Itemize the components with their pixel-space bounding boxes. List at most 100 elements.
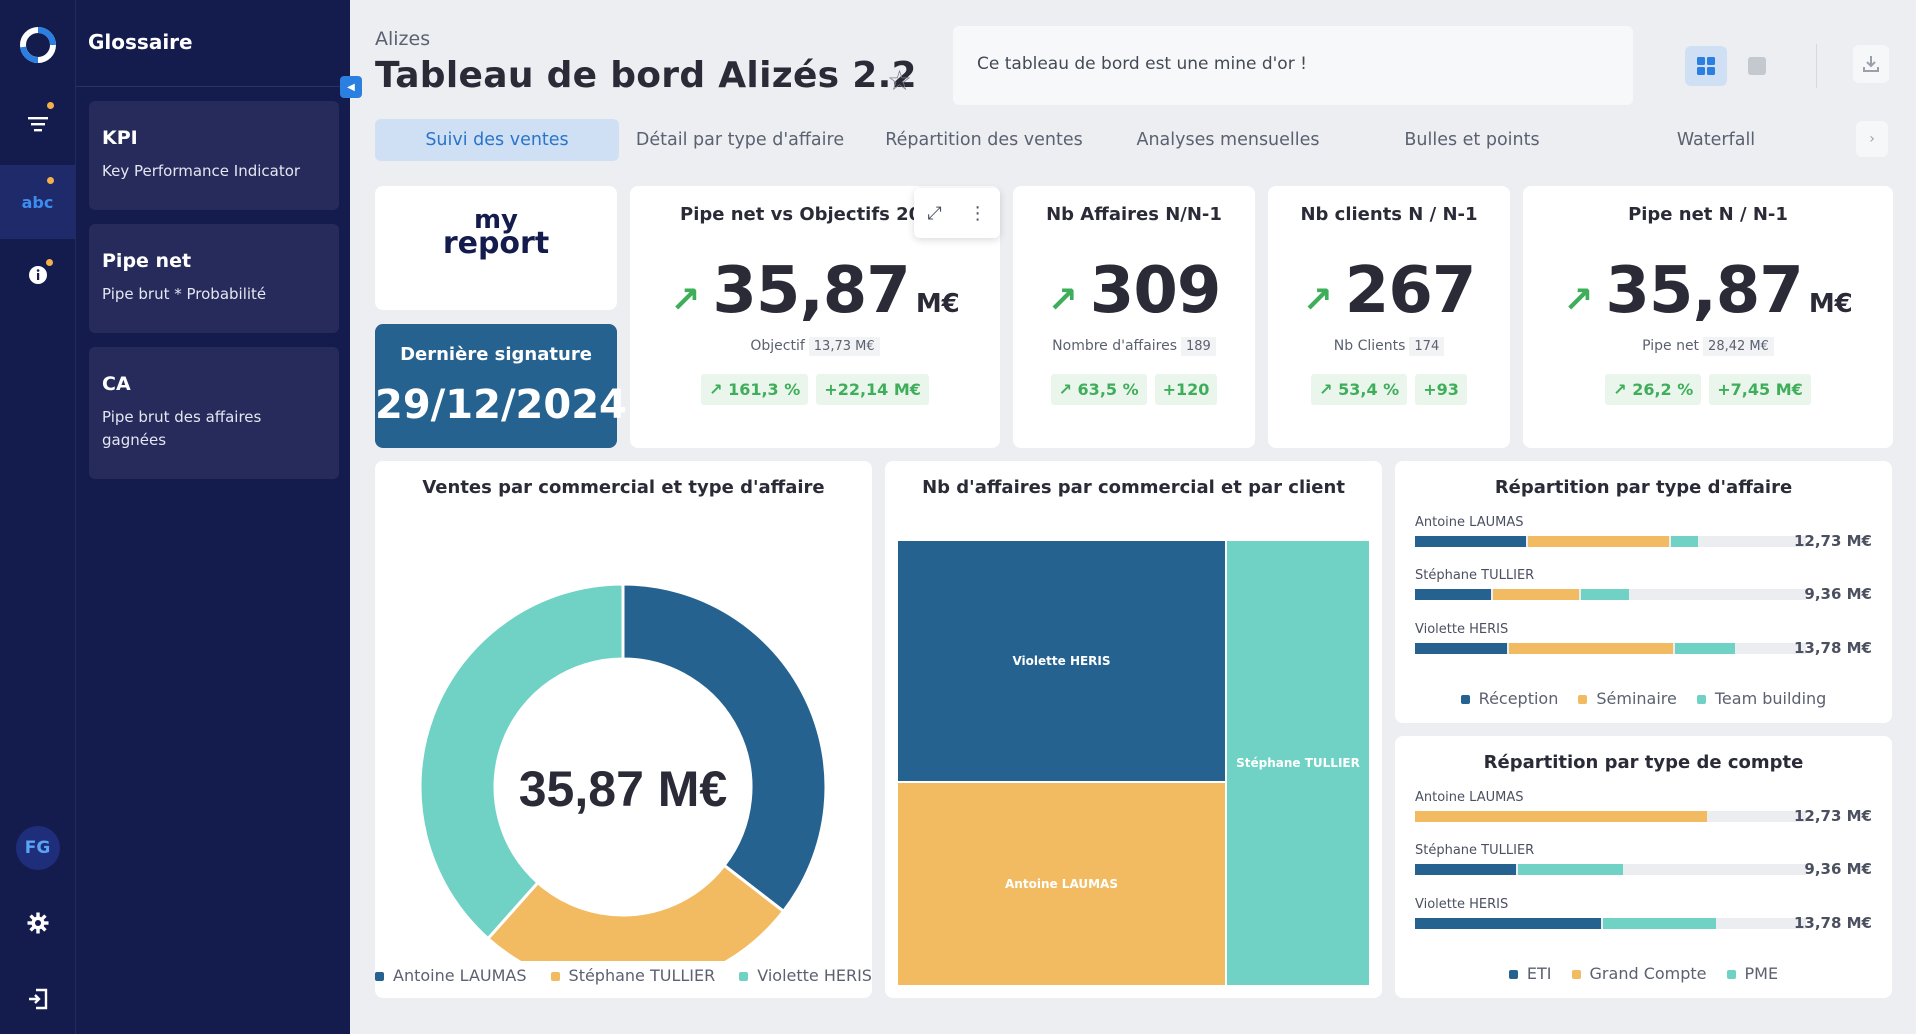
bar-segment[interactable] [1493, 589, 1579, 600]
glossary-item-desc: Pipe brut * Probabilité [102, 285, 267, 303]
star-icon[interactable]: ☆ [887, 64, 913, 97]
treemap-cell[interactable]: Stéphane TULLIER [1227, 541, 1369, 985]
legend-item: Grand Compte [1571, 964, 1707, 983]
glossary-item-ca[interactable]: CA Pipe brut des affaires gagnées [89, 347, 339, 479]
divider [76, 86, 351, 87]
tab-suivi-des-ventes[interactable]: Suivi des ventes [375, 119, 619, 161]
bar-track [1415, 536, 1806, 547]
square-icon [1748, 57, 1766, 75]
avatar[interactable]: FG [0, 826, 75, 870]
legend-item: Réception [1460, 689, 1558, 708]
kpi-pill-delta: +7,45 M€ [1709, 374, 1811, 405]
kpi-unit: M€ [915, 289, 960, 319]
glossary-abc-icon[interactable]: abc [0, 165, 75, 239]
info-icon[interactable] [0, 259, 75, 290]
bar-segment[interactable] [1415, 864, 1517, 875]
glossary-item-title: KPI [102, 127, 138, 149]
bar-segment[interactable] [1508, 643, 1673, 654]
bar-track [1415, 864, 1806, 875]
treemap-chart-card: Nb d'affaires par commercial et par clie… [885, 461, 1382, 998]
kpi-card-nb-affaires[interactable]: Nb Affaires N/N-1 ↗ 309 Nombre d'affaires… [1013, 186, 1255, 448]
kpi-card-nb-clients[interactable]: Nb clients N / N-1 ↗ 267 Nb Clients 174 ↗ … [1268, 186, 1510, 448]
chart-legend: Réception Séminaire Team building [1395, 689, 1892, 708]
tab-waterfall[interactable]: Waterfall [1676, 130, 1756, 150]
bar-track [1415, 589, 1806, 600]
glossary-item-desc: Key Performance Indicator [102, 162, 301, 180]
download-button[interactable] [1853, 45, 1889, 83]
treemap-cell[interactable]: Violette HERIS [898, 541, 1225, 781]
logout-icon[interactable] [0, 984, 75, 1014]
bar-row: Antoine LAUMAS 12,73 M€ [1395, 515, 1892, 565]
donut-slice[interactable] [485, 863, 786, 961]
tab-analyses-mensuelles[interactable]: Analyses mensuelles [1136, 130, 1320, 150]
bar-segment[interactable] [1602, 918, 1717, 929]
tab-bulles-et-points[interactable]: Bulles et points [1404, 130, 1540, 150]
grid-view-button[interactable] [1685, 46, 1727, 86]
myreport-logo: my report [442, 205, 550, 261]
tab-detail-type-affaire[interactable]: Détail par type d'affaire [635, 130, 845, 150]
donut-slice[interactable] [418, 582, 625, 941]
legend-item: Séminaire [1578, 689, 1677, 708]
treemap-cell[interactable]: Antoine LAUMAS [898, 783, 1225, 985]
bar-segment[interactable] [1415, 643, 1507, 654]
glossary-panel: Glossaire KPI Key Performance Indicator … [75, 0, 351, 1034]
chart-title: Ventes par commercial et type d'affaire [422, 477, 825, 498]
bar-label: Violette HERIS [1415, 897, 1509, 912]
kpi-title: Nb clients N / N-1 [1300, 204, 1478, 225]
legend-item: Team building [1696, 689, 1826, 708]
page-title: Tableau de bord Alizés 2.2 [375, 55, 917, 96]
chart-legend: ETI Grand Compte PME [1395, 964, 1892, 983]
bar-total: 12,73 M€ [1793, 532, 1872, 550]
breadcrumb[interactable]: Alizes [375, 28, 431, 50]
kpi-card-pipe-net[interactable]: Pipe net N / N-1 ↗ 35,87 M€ Pipe net 28,42 … [1523, 186, 1893, 448]
more-options-icon[interactable]: ⋮ [968, 202, 987, 224]
glossary-item-desc: Pipe brut des affaires gagnées [102, 408, 262, 449]
kpi-card-pipe-objectifs[interactable]: Pipe net vs Objectifs 2024 ↗ 35,87 M€ Obje… [630, 186, 1000, 448]
kpi-pill-percent: ↗ 161,3 % [701, 374, 809, 405]
legend-item: Violette HERIS [739, 966, 872, 985]
kpi-value: 35,87 [712, 254, 910, 328]
chart-title: Répartition par type de compte [1483, 752, 1804, 773]
kpi-title: Nb Affaires N/N-1 [1046, 204, 1222, 225]
kpi-sub: Nb Clients 174 [1268, 337, 1510, 356]
bar-total: 12,73 M€ [1793, 807, 1872, 825]
bar-row: Violette HERIS 13,78 M€ [1395, 622, 1892, 672]
bar-chart-card-type-compte: Répartition par type de compte Antoine L… [1395, 736, 1892, 998]
single-view-button[interactable] [1736, 46, 1778, 86]
bar-total: 9,36 M€ [1804, 585, 1872, 603]
donut-center-label: 35,87 M€ [519, 761, 727, 817]
glossary-item-pipe-net[interactable]: Pipe net Pipe brut * Probabilité [89, 224, 339, 333]
kpi-value: 309 [1089, 254, 1222, 328]
bar-label: Antoine LAUMAS [1415, 515, 1524, 530]
bar-segment[interactable] [1671, 536, 1698, 547]
tabs-next-button[interactable]: › [1856, 121, 1888, 157]
expand-icon[interactable]: ⤢ [927, 202, 942, 224]
kpi-pill-percent: ↗ 63,5 % [1050, 374, 1147, 405]
bar-row: Stéphane TULLIER 9,36 M€ [1395, 568, 1892, 618]
dashboard-message: Ce tableau de bord est une mine d'or ! [953, 26, 1633, 105]
kpi-pill-delta: +120 [1154, 374, 1218, 405]
bar-segment[interactable] [1415, 536, 1526, 547]
bar-segment[interactable] [1580, 589, 1629, 600]
kpi-value: 267 [1344, 254, 1477, 328]
bar-segment[interactable] [1415, 589, 1492, 600]
bar-segment[interactable] [1674, 643, 1736, 654]
collapse-panel-button[interactable]: ◀ [340, 76, 362, 98]
donut-chart: 35,87 M€ [418, 582, 828, 961]
bar-row: Stéphane TULLIER 9,36 M€ [1395, 843, 1892, 893]
glossary-item-kpi[interactable]: KPI Key Performance Indicator [89, 101, 339, 210]
app-logo-icon[interactable] [0, 22, 75, 68]
bar-segment[interactable] [1415, 811, 1708, 822]
donut-slice[interactable] [621, 582, 828, 914]
bar-segment[interactable] [1527, 536, 1670, 547]
kpi-pill-delta: +93 [1415, 374, 1467, 405]
divider [1816, 44, 1817, 88]
tab-repartition-ventes[interactable]: Répartition des ventes [885, 130, 1083, 150]
bar-row: Antoine LAUMAS 12,73 M€ [1395, 790, 1892, 840]
bar-segment[interactable] [1518, 864, 1623, 875]
legend-item: Antoine LAUMAS [375, 966, 527, 985]
kpi-sub: Objectif 13,73 M€ [630, 337, 1000, 356]
bar-segment[interactable] [1415, 918, 1601, 929]
gear-icon[interactable] [0, 908, 75, 938]
filter-icon[interactable] [0, 102, 75, 144]
